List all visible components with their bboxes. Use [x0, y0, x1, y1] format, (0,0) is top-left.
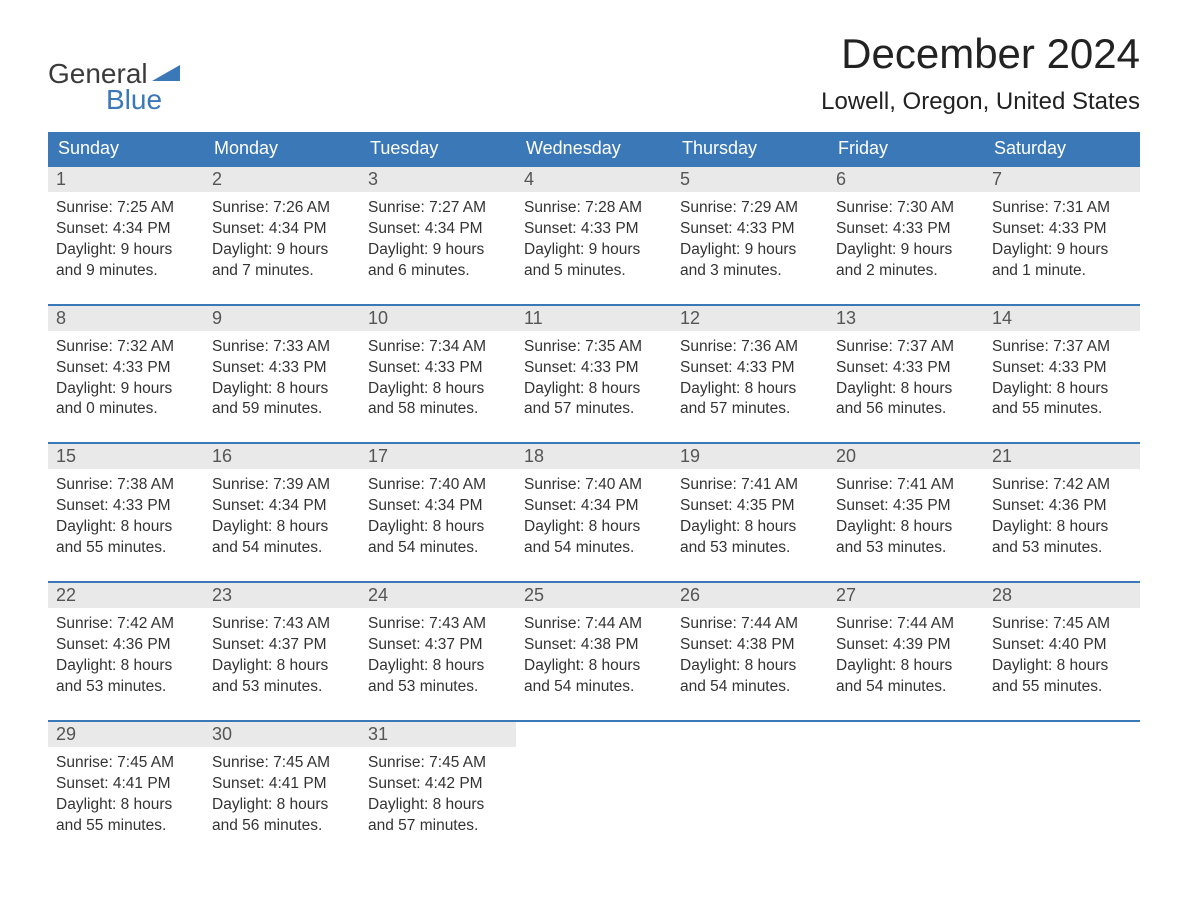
weekday-header: Friday — [828, 132, 984, 166]
day-number-cell: 19 — [672, 443, 828, 469]
day-number-cell: 30 — [204, 721, 360, 747]
day-content-cell: Sunrise: 7:25 AMSunset: 4:34 PMDaylight:… — [48, 192, 204, 305]
content-row: Sunrise: 7:42 AMSunset: 4:36 PMDaylight:… — [48, 608, 1140, 721]
weekday-header: Monday — [204, 132, 360, 166]
day-content-cell: Sunrise: 7:33 AMSunset: 4:33 PMDaylight:… — [204, 331, 360, 444]
daynum-row: 15161718192021 — [48, 443, 1140, 469]
day-content-cell — [672, 747, 828, 859]
day-number-cell: 18 — [516, 443, 672, 469]
daynum-row: 22232425262728 — [48, 582, 1140, 608]
day-content-cell: Sunrise: 7:45 AMSunset: 4:41 PMDaylight:… — [204, 747, 360, 859]
day-content-cell: Sunrise: 7:42 AMSunset: 4:36 PMDaylight:… — [48, 608, 204, 721]
weekday-header: Wednesday — [516, 132, 672, 166]
day-content-cell: Sunrise: 7:44 AMSunset: 4:39 PMDaylight:… — [828, 608, 984, 721]
day-number-cell: 4 — [516, 166, 672, 192]
day-content-cell: Sunrise: 7:26 AMSunset: 4:34 PMDaylight:… — [204, 192, 360, 305]
day-content-cell: Sunrise: 7:30 AMSunset: 4:33 PMDaylight:… — [828, 192, 984, 305]
day-number-cell: 28 — [984, 582, 1140, 608]
logo: General Blue — [48, 30, 182, 116]
day-number-cell: 27 — [828, 582, 984, 608]
month-title: December 2024 — [821, 30, 1140, 78]
logo-text-blue: Blue — [48, 84, 162, 116]
day-number-cell: 8 — [48, 305, 204, 331]
day-content-cell — [828, 747, 984, 859]
day-number-cell: 17 — [360, 443, 516, 469]
weekday-header-row: SundayMondayTuesdayWednesdayThursdayFrid… — [48, 132, 1140, 166]
day-content-cell: Sunrise: 7:32 AMSunset: 4:33 PMDaylight:… — [48, 331, 204, 444]
day-content-cell: Sunrise: 7:40 AMSunset: 4:34 PMDaylight:… — [360, 469, 516, 582]
day-number-cell: 3 — [360, 166, 516, 192]
day-number-cell: 10 — [360, 305, 516, 331]
day-content-cell: Sunrise: 7:41 AMSunset: 4:35 PMDaylight:… — [828, 469, 984, 582]
day-content-cell: Sunrise: 7:42 AMSunset: 4:36 PMDaylight:… — [984, 469, 1140, 582]
day-content-cell: Sunrise: 7:44 AMSunset: 4:38 PMDaylight:… — [516, 608, 672, 721]
daynum-row: 891011121314 — [48, 305, 1140, 331]
weekday-header: Thursday — [672, 132, 828, 166]
day-content-cell — [516, 747, 672, 859]
daynum-row: 1234567 — [48, 166, 1140, 192]
day-content-cell: Sunrise: 7:39 AMSunset: 4:34 PMDaylight:… — [204, 469, 360, 582]
weekday-header: Tuesday — [360, 132, 516, 166]
day-number-cell — [672, 721, 828, 747]
day-number-cell: 31 — [360, 721, 516, 747]
daynum-row: 293031 — [48, 721, 1140, 747]
day-number-cell: 26 — [672, 582, 828, 608]
calendar-table: SundayMondayTuesdayWednesdayThursdayFrid… — [48, 132, 1140, 858]
day-number-cell: 15 — [48, 443, 204, 469]
day-content-cell: Sunrise: 7:35 AMSunset: 4:33 PMDaylight:… — [516, 331, 672, 444]
day-number-cell: 5 — [672, 166, 828, 192]
content-row: Sunrise: 7:25 AMSunset: 4:34 PMDaylight:… — [48, 192, 1140, 305]
day-content-cell: Sunrise: 7:37 AMSunset: 4:33 PMDaylight:… — [984, 331, 1140, 444]
day-number-cell — [984, 721, 1140, 747]
day-number-cell — [516, 721, 672, 747]
day-content-cell: Sunrise: 7:43 AMSunset: 4:37 PMDaylight:… — [204, 608, 360, 721]
day-content-cell: Sunrise: 7:40 AMSunset: 4:34 PMDaylight:… — [516, 469, 672, 582]
day-number-cell: 22 — [48, 582, 204, 608]
content-row: Sunrise: 7:32 AMSunset: 4:33 PMDaylight:… — [48, 331, 1140, 444]
day-number-cell: 2 — [204, 166, 360, 192]
day-number-cell: 13 — [828, 305, 984, 331]
day-number-cell — [828, 721, 984, 747]
day-content-cell: Sunrise: 7:44 AMSunset: 4:38 PMDaylight:… — [672, 608, 828, 721]
header: General Blue December 2024 Lowell, Orego… — [48, 30, 1140, 116]
weekday-header: Saturday — [984, 132, 1140, 166]
day-number-cell: 21 — [984, 443, 1140, 469]
day-number-cell: 1 — [48, 166, 204, 192]
day-content-cell: Sunrise: 7:37 AMSunset: 4:33 PMDaylight:… — [828, 331, 984, 444]
day-number-cell: 12 — [672, 305, 828, 331]
day-content-cell: Sunrise: 7:28 AMSunset: 4:33 PMDaylight:… — [516, 192, 672, 305]
day-content-cell: Sunrise: 7:45 AMSunset: 4:42 PMDaylight:… — [360, 747, 516, 859]
day-number-cell: 29 — [48, 721, 204, 747]
day-content-cell: Sunrise: 7:45 AMSunset: 4:41 PMDaylight:… — [48, 747, 204, 859]
day-number-cell: 25 — [516, 582, 672, 608]
day-number-cell: 23 — [204, 582, 360, 608]
day-number-cell: 16 — [204, 443, 360, 469]
content-row: Sunrise: 7:38 AMSunset: 4:33 PMDaylight:… — [48, 469, 1140, 582]
day-content-cell: Sunrise: 7:38 AMSunset: 4:33 PMDaylight:… — [48, 469, 204, 582]
day-content-cell: Sunrise: 7:34 AMSunset: 4:33 PMDaylight:… — [360, 331, 516, 444]
day-content-cell: Sunrise: 7:27 AMSunset: 4:34 PMDaylight:… — [360, 192, 516, 305]
day-number-cell: 24 — [360, 582, 516, 608]
day-content-cell: Sunrise: 7:43 AMSunset: 4:37 PMDaylight:… — [360, 608, 516, 721]
day-content-cell — [984, 747, 1140, 859]
day-number-cell: 7 — [984, 166, 1140, 192]
day-number-cell: 20 — [828, 443, 984, 469]
day-content-cell: Sunrise: 7:45 AMSunset: 4:40 PMDaylight:… — [984, 608, 1140, 721]
content-row: Sunrise: 7:45 AMSunset: 4:41 PMDaylight:… — [48, 747, 1140, 859]
day-content-cell: Sunrise: 7:36 AMSunset: 4:33 PMDaylight:… — [672, 331, 828, 444]
day-number-cell: 6 — [828, 166, 984, 192]
day-content-cell: Sunrise: 7:29 AMSunset: 4:33 PMDaylight:… — [672, 192, 828, 305]
day-content-cell: Sunrise: 7:31 AMSunset: 4:33 PMDaylight:… — [984, 192, 1140, 305]
title-block: December 2024 Lowell, Oregon, United Sta… — [821, 30, 1140, 116]
location: Lowell, Oregon, United States — [821, 88, 1140, 116]
day-number-cell: 14 — [984, 305, 1140, 331]
day-content-cell: Sunrise: 7:41 AMSunset: 4:35 PMDaylight:… — [672, 469, 828, 582]
day-number-cell: 9 — [204, 305, 360, 331]
weekday-header: Sunday — [48, 132, 204, 166]
day-number-cell: 11 — [516, 305, 672, 331]
